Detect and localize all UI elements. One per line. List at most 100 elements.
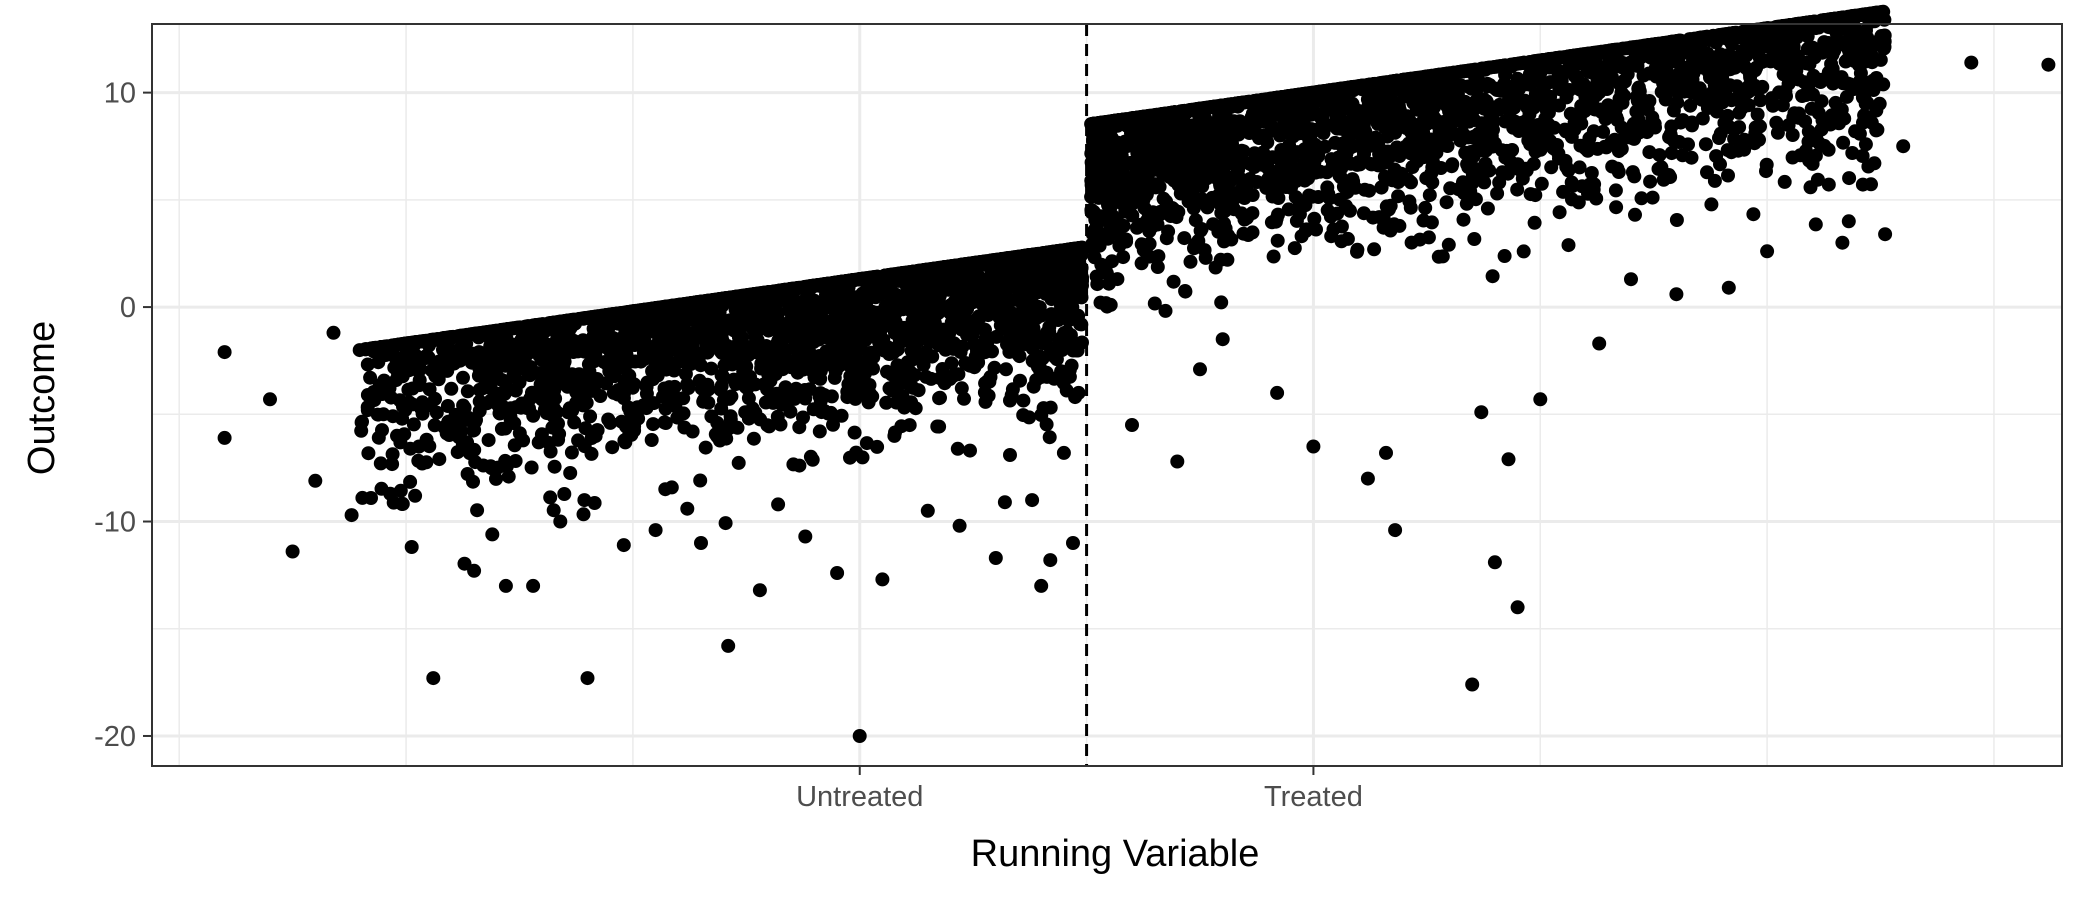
data-point [500,322,515,337]
data-point [904,395,919,410]
data-point [742,340,757,354]
data-point [485,373,500,388]
data-point [659,349,674,364]
data-point [426,671,441,686]
data-point [840,352,855,367]
data-point [884,341,898,356]
data-point [879,395,894,410]
data-point [1421,230,1436,245]
data-point [1334,234,1349,249]
data-point [792,345,807,360]
data-point [578,421,593,436]
data-point [1669,213,1684,227]
data-point [516,433,531,448]
data-point [758,301,773,316]
data-point [691,321,705,336]
data-point [1089,269,1104,284]
data-point [1116,250,1131,265]
data-point [553,514,568,529]
data-point [1527,215,1542,230]
data-point [1034,248,1049,263]
data-point [1288,190,1303,205]
data-point [503,411,518,426]
data-point [1323,209,1338,224]
data-point [1628,207,1642,222]
data-point [649,301,664,315]
data-point [521,345,536,360]
data-point [862,386,877,401]
data-point [418,351,433,365]
data-point [1418,200,1433,215]
data-point [778,380,793,395]
data-point [1009,292,1024,307]
data-point [967,337,982,352]
data-point [973,255,987,270]
data-point [539,406,554,421]
data-point [834,408,849,423]
data-point [920,291,934,306]
data-point [590,309,605,324]
data-point [1239,179,1254,194]
data-point [463,327,478,342]
data-point [1661,168,1676,182]
data-point [412,378,427,393]
data-point [790,365,805,380]
data-point [1781,118,1796,133]
data-point [847,425,862,440]
data-point [721,638,736,653]
data-point [557,487,572,501]
data-point [1732,120,1747,135]
data-point [571,433,586,448]
data-point [465,349,480,364]
data-point [501,469,516,484]
data-point [802,382,817,397]
data-point [1501,452,1516,467]
data-point [866,270,880,285]
data-point [476,361,491,376]
data-point [393,435,408,450]
data-point [1183,254,1198,269]
data-point [1062,369,1077,384]
data-point [1016,393,1031,408]
data-point [1422,188,1437,203]
data-point [639,401,654,416]
data-point [1018,271,1033,286]
data-point [1769,115,1784,130]
data-point [1646,115,1661,130]
data-point [824,389,839,404]
data-point [1016,319,1030,334]
data-point [1467,232,1482,246]
data-point [815,277,830,292]
data-point [1533,392,1548,407]
data-point [1642,145,1657,160]
data-point [657,337,671,352]
data-point [1584,65,1599,80]
data-point [535,392,550,407]
data-point [1465,677,1480,692]
data-point [521,367,536,382]
data-point [481,433,496,448]
data-point [677,420,692,435]
data-point [935,362,950,376]
data-point [1147,296,1162,311]
data-point [1561,163,1576,178]
data-point [1492,97,1507,112]
data-point [1029,311,1044,326]
data-point [363,370,378,385]
data-point [373,340,388,355]
data-point [459,412,474,427]
data-point [752,583,767,598]
data-point [440,399,455,413]
data-point [1125,418,1139,432]
data-point [930,419,945,434]
data-point [1778,84,1793,99]
data-point [1266,249,1281,264]
data-point [1555,80,1570,95]
data-point [837,315,852,330]
data-point [1611,165,1626,179]
data-point [859,293,874,308]
data-point [953,280,968,295]
data-point [659,362,674,377]
data-point [1038,258,1053,273]
data-point [395,496,410,511]
